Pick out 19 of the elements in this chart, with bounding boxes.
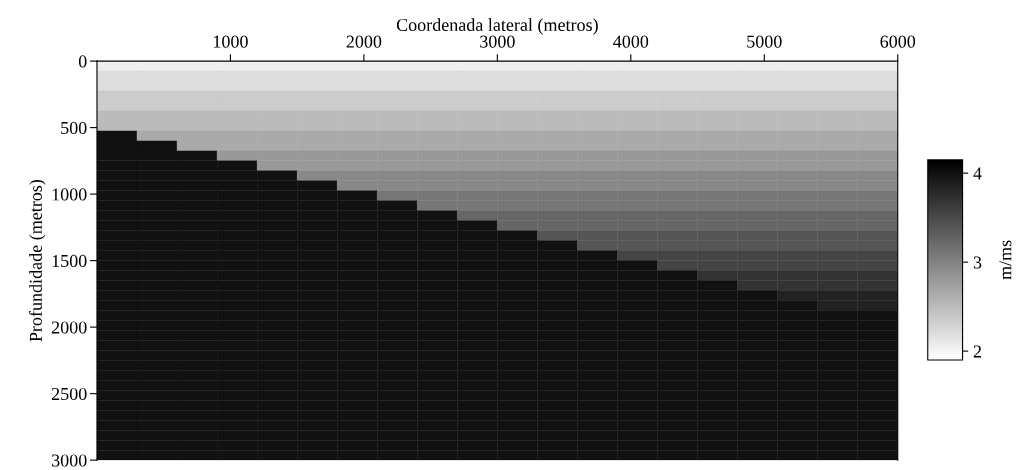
y-tick-label: 1000 (52, 188, 87, 201)
y-tick-label: 500 (61, 121, 87, 135)
y-tick-label: 2500 (51, 387, 87, 401)
x-tick-label: 4000 (613, 35, 649, 48)
y-axis-title: Profundidade (metros) (29, 179, 46, 342)
y-tick-label: 1500 (52, 254, 87, 268)
x-tick-label: 2000 (346, 35, 382, 48)
color-bar-label: 3 (973, 256, 982, 269)
x-tick-label: 3000 (480, 35, 515, 48)
color-bar-title: m/ms (999, 240, 1012, 280)
color-bar-label: 2 (973, 345, 982, 358)
x-axis-title: Coordenada lateral (metros) (396, 18, 598, 35)
y-tick-label: 0 (78, 55, 87, 68)
y-tick-label: 2000 (51, 321, 87, 334)
x-tick-label: 1000 (213, 35, 248, 48)
color-bar-label: 4 (973, 167, 982, 180)
y-tick-label: 3000 (52, 454, 87, 467)
x-tick-label: 5000 (747, 35, 782, 48)
x-tick-label: 6000 (880, 35, 916, 48)
